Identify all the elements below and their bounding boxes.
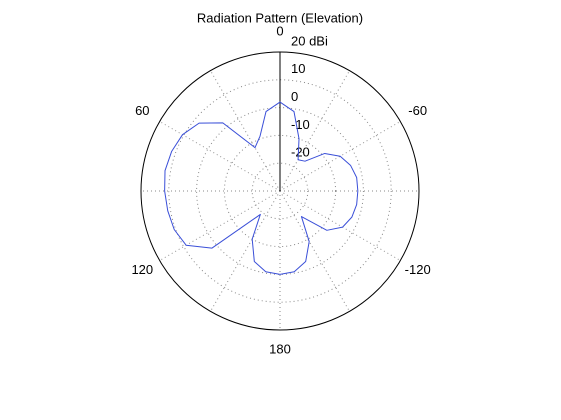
ring-grid-line [223, 134, 337, 248]
chart-title: Radiation Pattern (Elevation) [197, 10, 363, 25]
r-tick-label: 0 [291, 89, 298, 104]
theta-tick-label: 120 [131, 262, 153, 277]
ring-grid-line [168, 79, 392, 303]
r-tick-label: 20 dBi [291, 33, 328, 48]
pattern-line [164, 101, 359, 275]
r-tick-label: -10 [291, 117, 310, 132]
r-tick-label: 10 [291, 61, 305, 76]
theta-tick-label: 0 [276, 23, 283, 38]
r-tick-label: -20 [291, 145, 310, 160]
theta-tick-label: -60 [408, 103, 427, 118]
theta-tick-label: -120 [405, 262, 431, 277]
theta-tick-label: 180 [269, 341, 291, 356]
theta-tick-label: 60 [135, 103, 149, 118]
ring-grid-line [251, 162, 309, 220]
